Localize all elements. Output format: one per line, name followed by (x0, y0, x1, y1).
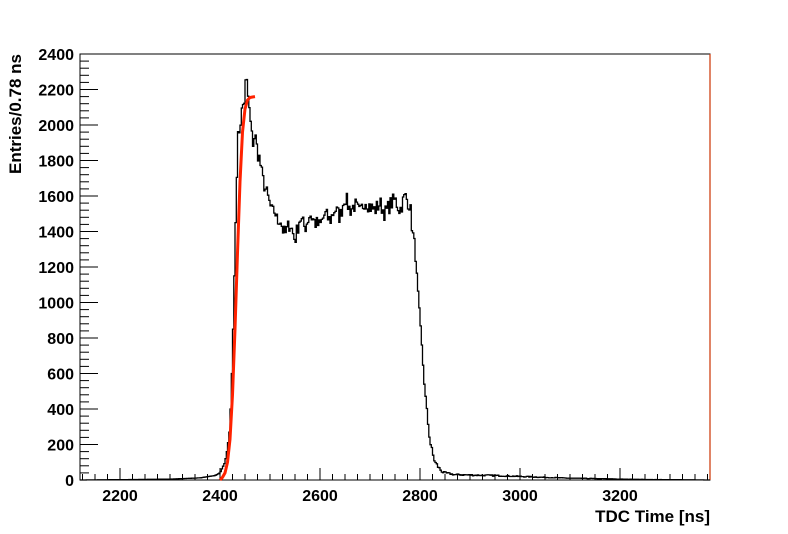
fit-curve (218, 95, 256, 482)
x-tick-label: 2800 (402, 488, 438, 505)
y-tick-label: 1400 (38, 225, 74, 242)
x-tick-labels: 2200 2400 2600 2800 3000 3200 (102, 488, 638, 505)
x-tick-label: 2400 (202, 488, 238, 505)
y-tick-label: 800 (47, 331, 74, 348)
histogram-series (80, 78, 710, 481)
y-tick-label: 1200 (38, 260, 74, 277)
y-tick-label: 2200 (38, 83, 74, 100)
x-axis-title: TDC Time [ns] (595, 507, 710, 526)
y-tick-label: 1800 (38, 154, 74, 171)
y-tick-label: 1000 (38, 296, 74, 313)
x-tick-label: 3000 (502, 488, 538, 505)
x-tick-label: 2600 (302, 488, 338, 505)
y-tick-label: 600 (47, 367, 74, 384)
y-tick-label: 0 (65, 473, 74, 490)
y-tick-labels: 0 200 400 600 800 1000 1200 1400 1600 1800 2000 220… (38, 47, 74, 490)
x-tick-label: 3200 (602, 488, 638, 505)
y-tick-label: 400 (47, 402, 74, 419)
axis-ticks (80, 53, 708, 481)
plot-frame (79, 53, 711, 481)
y-tick-label: 2400 (38, 47, 74, 64)
x-tick-label: 2200 (102, 488, 138, 505)
y-tick-label: 2000 (38, 118, 74, 135)
y-tick-label: 200 (47, 438, 74, 455)
y-tick-label: 1600 (38, 189, 74, 206)
y-axis-title: Entries/0.78 ns (6, 54, 25, 174)
